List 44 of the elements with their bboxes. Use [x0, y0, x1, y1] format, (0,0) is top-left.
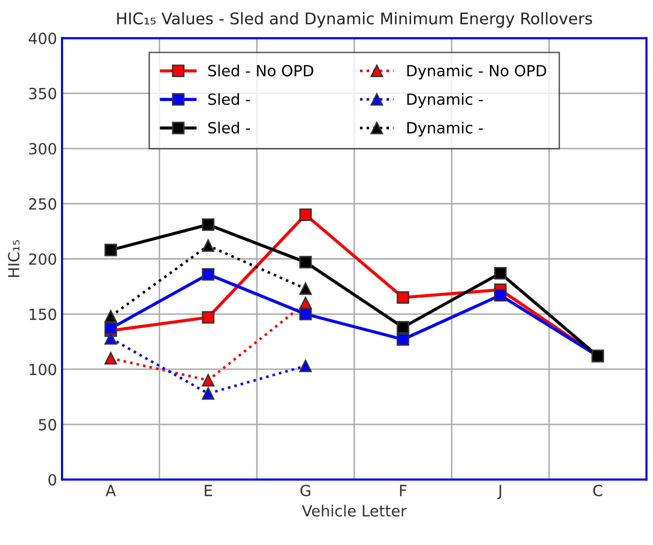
- y-axis-title: HIC₁₅: [8, 240, 20, 277]
- point: [104, 352, 117, 364]
- point: [104, 310, 117, 323]
- x-tick-label: J: [497, 484, 502, 500]
- x-tick-label: C: [593, 484, 602, 496]
- x-tick-label: G: [300, 484, 310, 496]
- legend-label: Dynamic - No OPD: [407, 64, 546, 80]
- point: [299, 256, 312, 268]
- point: [299, 308, 312, 320]
- point: [299, 208, 312, 221]
- y-tick-label: 350: [29, 88, 56, 100]
- point: [202, 387, 214, 400]
- y-tick-label: 100: [30, 364, 56, 376]
- point: [202, 268, 214, 281]
- x-tick-label: E: [204, 484, 212, 496]
- point: [202, 218, 214, 231]
- point: [396, 291, 410, 304]
- legend-label: Sled -: [208, 93, 250, 105]
- x-tick-label: A: [106, 484, 116, 496]
- y-tick-label: 0: [48, 474, 56, 486]
- point: [104, 244, 117, 256]
- y-tick-label: 250: [29, 198, 56, 210]
- legend-label: Dynamic -: [407, 93, 483, 108]
- point: [396, 321, 410, 334]
- legend-label: Dynamic -: [407, 122, 483, 136]
- x-axis-title: Vehicle Letter: [302, 504, 407, 517]
- chart-title: HIC₁₅ Values - Sled and Dynamic Minimum Energy Rollovers: [117, 12, 592, 28]
- point: [299, 360, 312, 372]
- y-tick-label: 300: [29, 142, 56, 155]
- point: [104, 332, 117, 345]
- legend-label: Sled -: [208, 122, 250, 134]
- x-tick-label: F: [400, 484, 406, 496]
- y-tick-label: 50: [38, 418, 56, 430]
- y-tick-label: 150: [30, 308, 56, 320]
- point: [202, 374, 214, 387]
- point: [494, 289, 507, 302]
- point: [396, 333, 410, 346]
- point: [202, 239, 214, 252]
- legend-label: Sled - No OPD: [208, 64, 314, 76]
- y-tick-label: 200: [29, 253, 56, 265]
- point: [494, 266, 507, 280]
- point: [202, 311, 214, 324]
- y-tick-label: 400: [28, 32, 56, 44]
- point: [299, 282, 312, 295]
